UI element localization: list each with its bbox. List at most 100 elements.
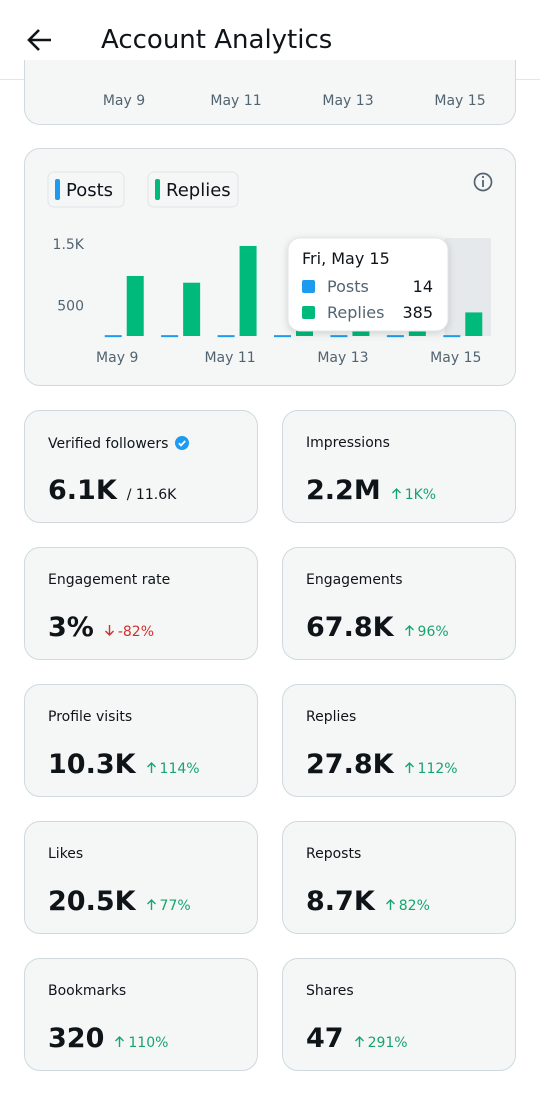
verified-badge (175, 436, 190, 450)
stat-label: Replies (306, 709, 357, 725)
stat-card[interactable]: Bookmarks 320 110% (24, 958, 258, 1071)
stat-change-text: 114% (159, 761, 200, 777)
stat-change-text: 1K% (404, 487, 437, 503)
stat-label: Bookmarks (48, 983, 127, 999)
legend-item[interactable]: Posts (47, 171, 125, 208)
bar (465, 312, 483, 336)
stat-change: 114% (146, 761, 200, 777)
info-icon (473, 172, 493, 192)
bar (183, 282, 201, 336)
stat-number: 67.8K (306, 612, 394, 643)
up-arrow (115, 1036, 125, 1047)
info-button[interactable] (473, 172, 493, 192)
x-tick-label: May 11 (204, 350, 255, 366)
tooltip-label: Replies (327, 303, 384, 322)
tooltip-box (287, 237, 449, 332)
stat-card[interactable]: Replies 27.8K 112% (282, 684, 516, 797)
x-tick-label: May 9 (96, 350, 138, 366)
stat-label: Impressions (306, 435, 390, 451)
stat-card[interactable]: Engagements 67.8K 96% (282, 547, 516, 660)
stat-change: 110% (114, 1035, 168, 1051)
stat-value: 67.8K 96% (306, 612, 449, 643)
stat-change-text: 96% (417, 624, 449, 640)
legend-item[interactable]: Replies (147, 171, 239, 208)
up-arrow (146, 762, 156, 773)
chart: Posts Replies 1.5K 500 May 9 May 11 May 13 May … (47, 171, 493, 366)
bar (443, 335, 461, 338)
bar (104, 335, 122, 338)
y-tick-label: 500 (57, 298, 84, 314)
stat-label: Verified followers (48, 435, 190, 452)
tooltip-swatch (302, 280, 315, 293)
stat-value: 320 110% (48, 1023, 168, 1054)
stat-label: Profile visits (48, 709, 133, 725)
legend-swatch (55, 179, 60, 200)
stat-change-text: 112% (417, 761, 458, 777)
stat-change-text: 77% (159, 898, 191, 914)
stat-value: 27.8K 112% (306, 749, 458, 780)
stat-change-text: -82% (117, 624, 155, 640)
tooltip: Fri, May 15 Posts 14 Replies 385 (287, 237, 449, 332)
up-arrow (404, 762, 414, 773)
legend-chip (47, 171, 125, 208)
stat-card[interactable]: Engagement rate 3% -82% (24, 547, 258, 660)
stat-change: 77% (146, 898, 191, 914)
stat-change: 82% (385, 898, 430, 914)
stat-card[interactable]: Likes 20.5K 77% (24, 821, 258, 934)
stat-card[interactable]: Shares 47 291% (282, 958, 516, 1071)
bar (330, 335, 348, 338)
stat-change: 1K% (391, 487, 436, 503)
up-arrow (391, 488, 401, 499)
up-arrow (404, 625, 414, 636)
bar (239, 245, 257, 336)
chart-card: Posts Replies 1.5K 500 May 9 May 11 May 13 May … (24, 148, 516, 386)
stat-label: Reposts (306, 846, 362, 862)
bar (161, 335, 179, 338)
bar (217, 335, 235, 338)
stat-change-text: 82% (398, 898, 430, 914)
stat-number: 47 (306, 1023, 344, 1054)
stat-number: 2.2M (306, 475, 381, 506)
stat-card[interactable]: Reposts 8.7K 82% (282, 821, 516, 934)
stat-value: 10.3K 114% (48, 749, 200, 780)
tooltip-value: 385 (402, 303, 433, 322)
stat-value: 47 291% (306, 1023, 408, 1054)
bar (274, 335, 291, 338)
previous-chart-card: May 9 May 11 May 13 May 15 (24, 60, 516, 125)
stat-value: 20.5K 77% (48, 886, 191, 917)
legend-label: Posts (66, 180, 113, 201)
stat-total: / 11.6K (126, 487, 177, 503)
stat-value: 3% -82% (48, 612, 154, 643)
x-tick-label: May 9 (103, 93, 145, 109)
bar (126, 275, 144, 336)
up-arrow (146, 899, 156, 910)
x-tick-label: May 11 (210, 93, 261, 109)
previous-chart: May 9 May 11 May 13 May 15 (103, 93, 486, 109)
stat-card[interactable]: Impressions 2.2M 1K% (282, 410, 516, 523)
stat-number: 20.5K (48, 886, 136, 917)
stat-label: Engagements (306, 572, 403, 588)
stat-change: -82% (104, 624, 154, 640)
info-icon (481, 175, 485, 179)
stat-label: Engagement rate (48, 572, 171, 588)
stat-label: Likes (48, 846, 84, 862)
stat-card[interactable]: Verified followers 6.1K / 11.6K (24, 410, 258, 523)
tooltip-value: 14 (413, 277, 433, 296)
stat-value: 2.2M 1K% (306, 475, 436, 506)
y-tick-label: 1.5K (53, 237, 85, 253)
up-arrow (354, 1036, 364, 1047)
stat-change: 96% (404, 624, 449, 640)
stat-change: 291% (354, 1035, 408, 1051)
stat-change-text: 291% (367, 1035, 408, 1051)
stat-label: Shares (306, 983, 354, 999)
stat-value: 8.7K 82% (306, 886, 430, 917)
tooltip-swatch (302, 306, 315, 319)
stat-card[interactable]: Profile visits 10.3K 114% (24, 684, 258, 797)
page-title: Account Analytics (101, 25, 333, 55)
back-button[interactable] (25, 25, 55, 55)
legend-label: Replies (166, 180, 231, 201)
x-tick-label: May 13 (322, 93, 373, 109)
stat-change-text: 110% (128, 1035, 169, 1051)
legend-swatch (155, 179, 160, 200)
